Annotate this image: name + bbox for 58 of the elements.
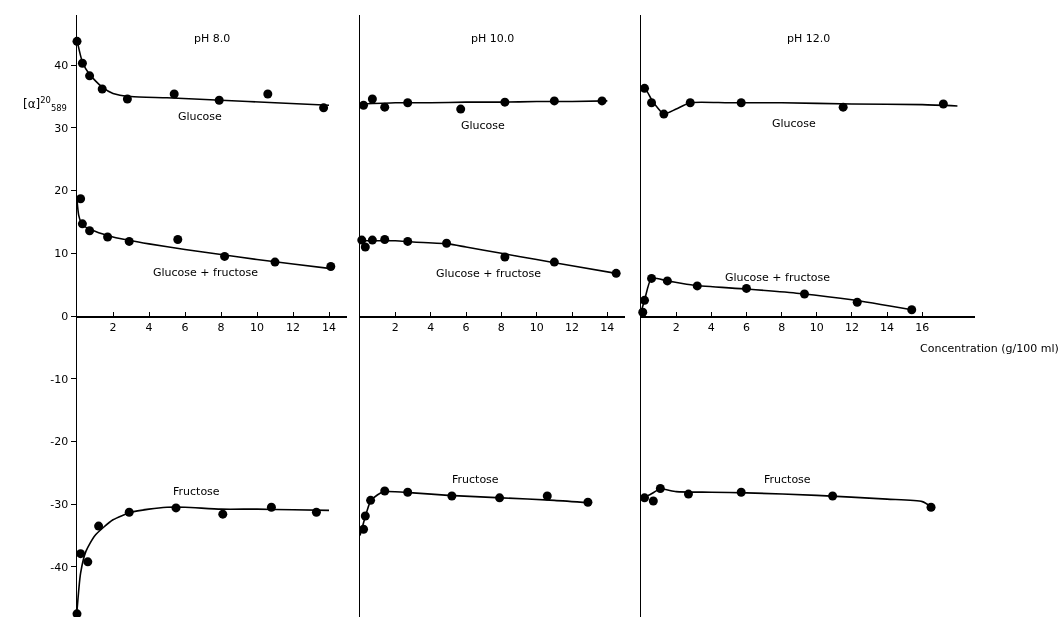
point	[76, 194, 86, 204]
x-axis-title: Concentration (g/100 ml)	[920, 342, 1059, 355]
point	[76, 549, 86, 559]
x-tick-label: 12	[565, 320, 579, 334]
x-tick-label: 10	[809, 320, 824, 334]
series-label: Glucose + fructose	[725, 271, 831, 284]
text: pH 12.0	[787, 32, 831, 45]
y-tick-label: 10	[54, 247, 69, 261]
point	[83, 557, 93, 567]
series-label: Glucose + fructose	[153, 266, 259, 279]
y-tick-label: 40	[54, 59, 69, 73]
point	[360, 242, 370, 252]
text: pH 10.0	[471, 32, 515, 45]
series-label: Fructose	[452, 473, 499, 486]
series-label: Glucose	[178, 110, 223, 123]
point	[648, 496, 658, 506]
x-tick-label: 10	[250, 320, 264, 334]
x-tick-label: 6	[462, 320, 470, 334]
x-tick-label: 12	[844, 320, 859, 334]
series-label: Glucose + fructose	[436, 267, 542, 280]
x-tick-label: 6	[742, 320, 750, 334]
x-tick-label: 10	[529, 320, 544, 334]
x-tick-label: 4	[145, 320, 153, 334]
point	[263, 89, 273, 99]
y-tick-label: -40	[50, 560, 69, 574]
series-label: Fructose	[173, 485, 220, 498]
point	[456, 104, 466, 114]
text: pH 8.0	[194, 32, 231, 45]
x-tick-label: 8	[217, 320, 225, 334]
y-tick-label: -20	[50, 435, 69, 449]
series-label: Glucose	[461, 119, 506, 132]
x-tick-label: 16	[915, 320, 930, 334]
point	[380, 102, 390, 112]
x-tick-label: 8	[778, 320, 786, 334]
point	[266, 502, 276, 512]
point	[173, 235, 183, 244]
x-tick-label: 2	[109, 320, 117, 334]
point	[326, 261, 336, 271]
point	[94, 521, 104, 531]
x-tick-label: 14	[880, 320, 895, 334]
point	[218, 509, 228, 519]
y-tick-label: -30	[50, 497, 69, 511]
x-tick-label: 6	[181, 320, 189, 334]
x-tick-label: 2	[391, 320, 399, 334]
x-tick-label: 4	[427, 320, 435, 334]
x-tick-label: 2	[672, 320, 680, 334]
x-tick-label: 14	[600, 320, 615, 334]
y-tick-label: 0	[61, 309, 69, 323]
x-tick-label: 14	[322, 320, 336, 334]
y-tick-label: 30	[54, 121, 69, 135]
point	[367, 94, 377, 104]
x-tick-label: 12	[286, 320, 300, 334]
text: Glucose	[772, 117, 817, 130]
y-tick-label: -10	[50, 372, 69, 386]
x-tick-label: 4	[707, 320, 715, 334]
x-tick-label: 8	[497, 320, 505, 334]
series-label: Fructose	[764, 473, 811, 486]
y-tick-label: 20	[54, 184, 69, 198]
